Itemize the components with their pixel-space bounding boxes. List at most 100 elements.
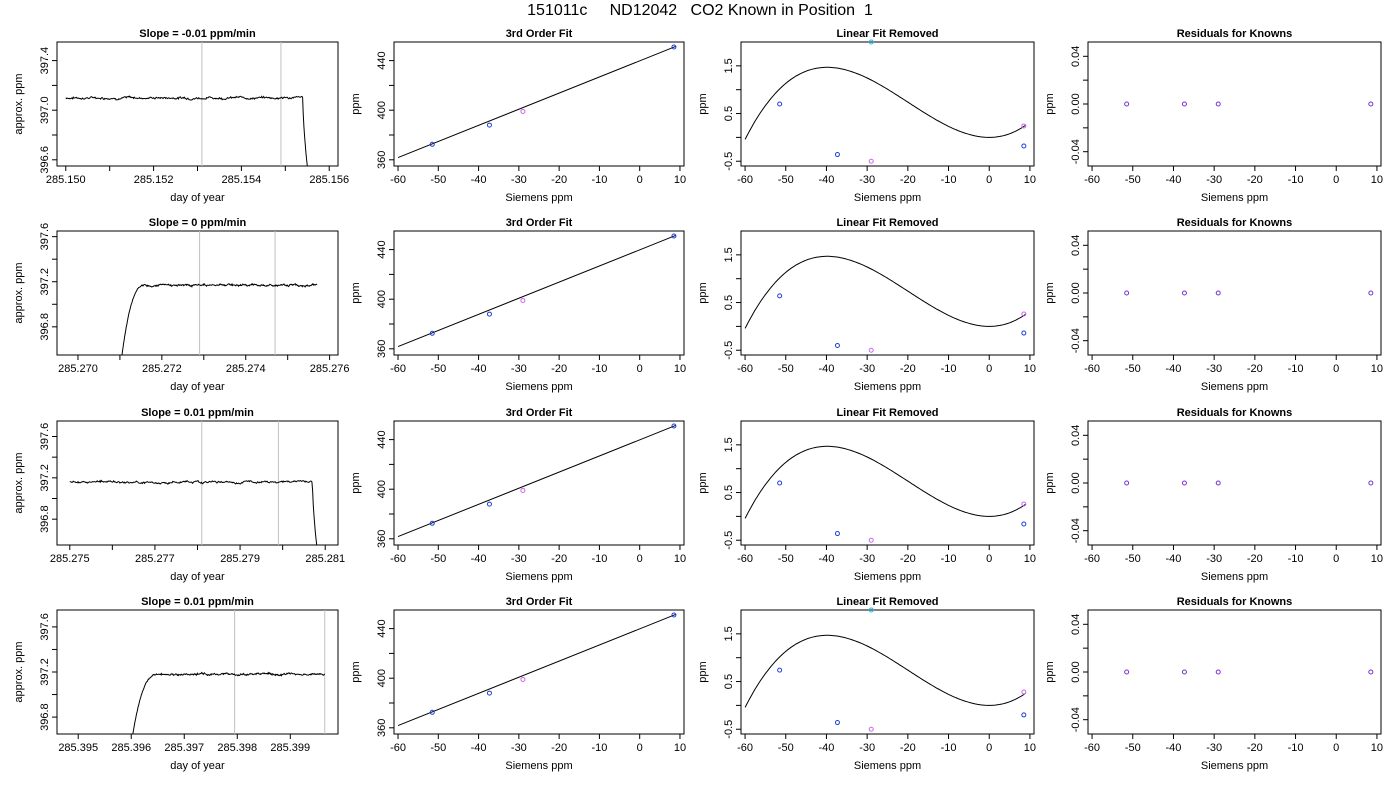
data-point: [1021, 689, 1027, 695]
y-tick-label: -0.5: [723, 720, 735, 739]
x-tick-label: -10: [591, 742, 607, 754]
plot-area: [744, 445, 1027, 519]
x-tick-label: 285.270: [58, 363, 98, 375]
plot-area: [744, 255, 1027, 329]
x-tick-label: 0: [1333, 553, 1339, 565]
y-tick-label: 0.5: [723, 674, 735, 689]
y-tick-label: 397.6: [39, 423, 51, 451]
series-line: [65, 95, 308, 166]
y-tick-label: 1.5: [723, 437, 735, 452]
panel-r2-c2: 3rd Order Fit -60 -50 -40 -30 -20 -10 0 10 360 400…: [350, 217, 686, 393]
panel-r4-c4: Residuals for Knowns -60 -50 -40 -30 -20 -10 0 1…: [1044, 596, 1383, 772]
x-axis-label: Siemens ppm: [1201, 381, 1268, 393]
x-tick-label: 285.277: [135, 553, 175, 565]
y-axis-label: approx. ppm: [13, 641, 25, 702]
data-point: [520, 297, 526, 303]
plot-area: [69, 421, 318, 545]
plot-frame: [56, 609, 339, 735]
x-tick-label: -60: [737, 363, 753, 375]
fit-line: [397, 424, 677, 538]
data-point: [1124, 101, 1130, 107]
y-tick-label: 396.8: [39, 703, 51, 731]
x-tick-label: -40: [1166, 174, 1182, 186]
x-tick-label: -20: [551, 553, 567, 565]
plot-frame: [1087, 420, 1382, 546]
data-point: [1021, 501, 1027, 507]
x-tick-label: -40: [1166, 363, 1182, 375]
x-tick-label: 285.154: [222, 174, 262, 186]
x-tick-label: -50: [778, 742, 794, 754]
x-tick-label: 0: [637, 363, 643, 375]
x-tick-label: 10: [1024, 174, 1036, 186]
plot-frame: [1087, 230, 1382, 356]
x-tick-label: 0: [986, 742, 992, 754]
x-tick-label: 10: [674, 174, 686, 186]
data-point: [868, 39, 874, 45]
x-tick-label: -50: [430, 742, 446, 754]
x-tick-label: -30: [511, 742, 527, 754]
x-axis-label: day of year: [170, 760, 225, 772]
x-tick-label: -60: [737, 553, 753, 565]
panel-r1-c2: 3rd Order Fit -60 -50 -40 -30 -20 -10 0 10 360 400…: [350, 28, 686, 204]
x-tick-label: -50: [430, 553, 446, 565]
panel-title: Linear Fit Removed: [836, 596, 938, 608]
x-tick-label: -50: [1125, 363, 1141, 375]
y-tick-label: 397.0: [39, 96, 51, 124]
data-point: [834, 720, 840, 726]
data-point: [1124, 480, 1130, 486]
panel-title: Residuals for Knowns: [1177, 217, 1293, 229]
panel-r2-c3: Linear Fit Removed -60 -50 -40 -30 -20 -10 0 10 -…: [697, 217, 1036, 393]
x-axis-label: Siemens ppm: [854, 571, 921, 583]
x-tick-label: 0: [637, 742, 643, 754]
x-tick-label: -10: [591, 363, 607, 375]
y-tick-label: 0.04: [1070, 425, 1082, 446]
x-tick-label: -20: [900, 363, 916, 375]
y-axis-label: approx. ppm: [13, 73, 25, 134]
panel-title: Slope = -0.01 ppm/min: [139, 28, 256, 40]
y-axis-label: ppm: [697, 472, 709, 493]
x-tick-label: 10: [1024, 553, 1036, 565]
x-tick-label: -20: [551, 742, 567, 754]
y-tick-label: 360: [376, 340, 388, 358]
y-tick-label: 400: [376, 290, 388, 308]
y-axis-label: approx. ppm: [13, 262, 25, 323]
plot-area: [744, 634, 1027, 708]
data-point: [1215, 101, 1221, 107]
data-point: [520, 108, 526, 114]
x-tick-label: -20: [551, 174, 567, 186]
x-tick-label: 285.398: [217, 742, 257, 754]
fit-curve: [744, 255, 1027, 329]
plot-frame: [393, 230, 685, 356]
x-tick-label: 10: [674, 553, 686, 565]
panel-r3-c2: 3rd Order Fit -60 -50 -40 -30 -20 -10 0 10 360 400…: [350, 407, 686, 583]
x-tick-label: -60: [1084, 174, 1100, 186]
data-point: [429, 520, 435, 526]
y-tick-label: 397.2: [39, 658, 51, 686]
data-point: [1368, 101, 1374, 107]
x-tick-label: 10: [674, 742, 686, 754]
data-point: [429, 330, 435, 336]
x-tick-label: -20: [900, 742, 916, 754]
y-tick-label: 397.2: [39, 464, 51, 492]
x-tick-label: 0: [1333, 742, 1339, 754]
data-point: [868, 607, 874, 613]
x-axis-label: Siemens ppm: [505, 381, 572, 393]
x-tick-label: 285.150: [46, 174, 86, 186]
x-tick-label: -20: [1247, 174, 1263, 186]
data-point: [1368, 290, 1374, 296]
panel-r3-c4: Residuals for Knowns -60 -50 -40 -30 -20 -10 0 1…: [1044, 407, 1383, 583]
data-point: [671, 233, 677, 239]
data-point: [486, 501, 492, 507]
x-tick-label: -50: [430, 363, 446, 375]
data-point: [1181, 290, 1187, 296]
data-point: [1215, 480, 1221, 486]
y-tick-label: -0.5: [723, 531, 735, 550]
y-tick-label: 1.5: [723, 247, 735, 262]
x-tick-label: 0: [1333, 174, 1339, 186]
x-tick-label: -40: [1166, 553, 1182, 565]
panel-r1-c4: Residuals for Knowns -60 -50 -40 -30 -20 -10 0 1…: [1044, 28, 1383, 204]
panel-r3-c1: Slope = 0.01 ppm/min 285.275 285.277 285.27…: [13, 407, 345, 583]
x-tick-label: 10: [1371, 363, 1383, 375]
plot-area: [397, 45, 677, 159]
